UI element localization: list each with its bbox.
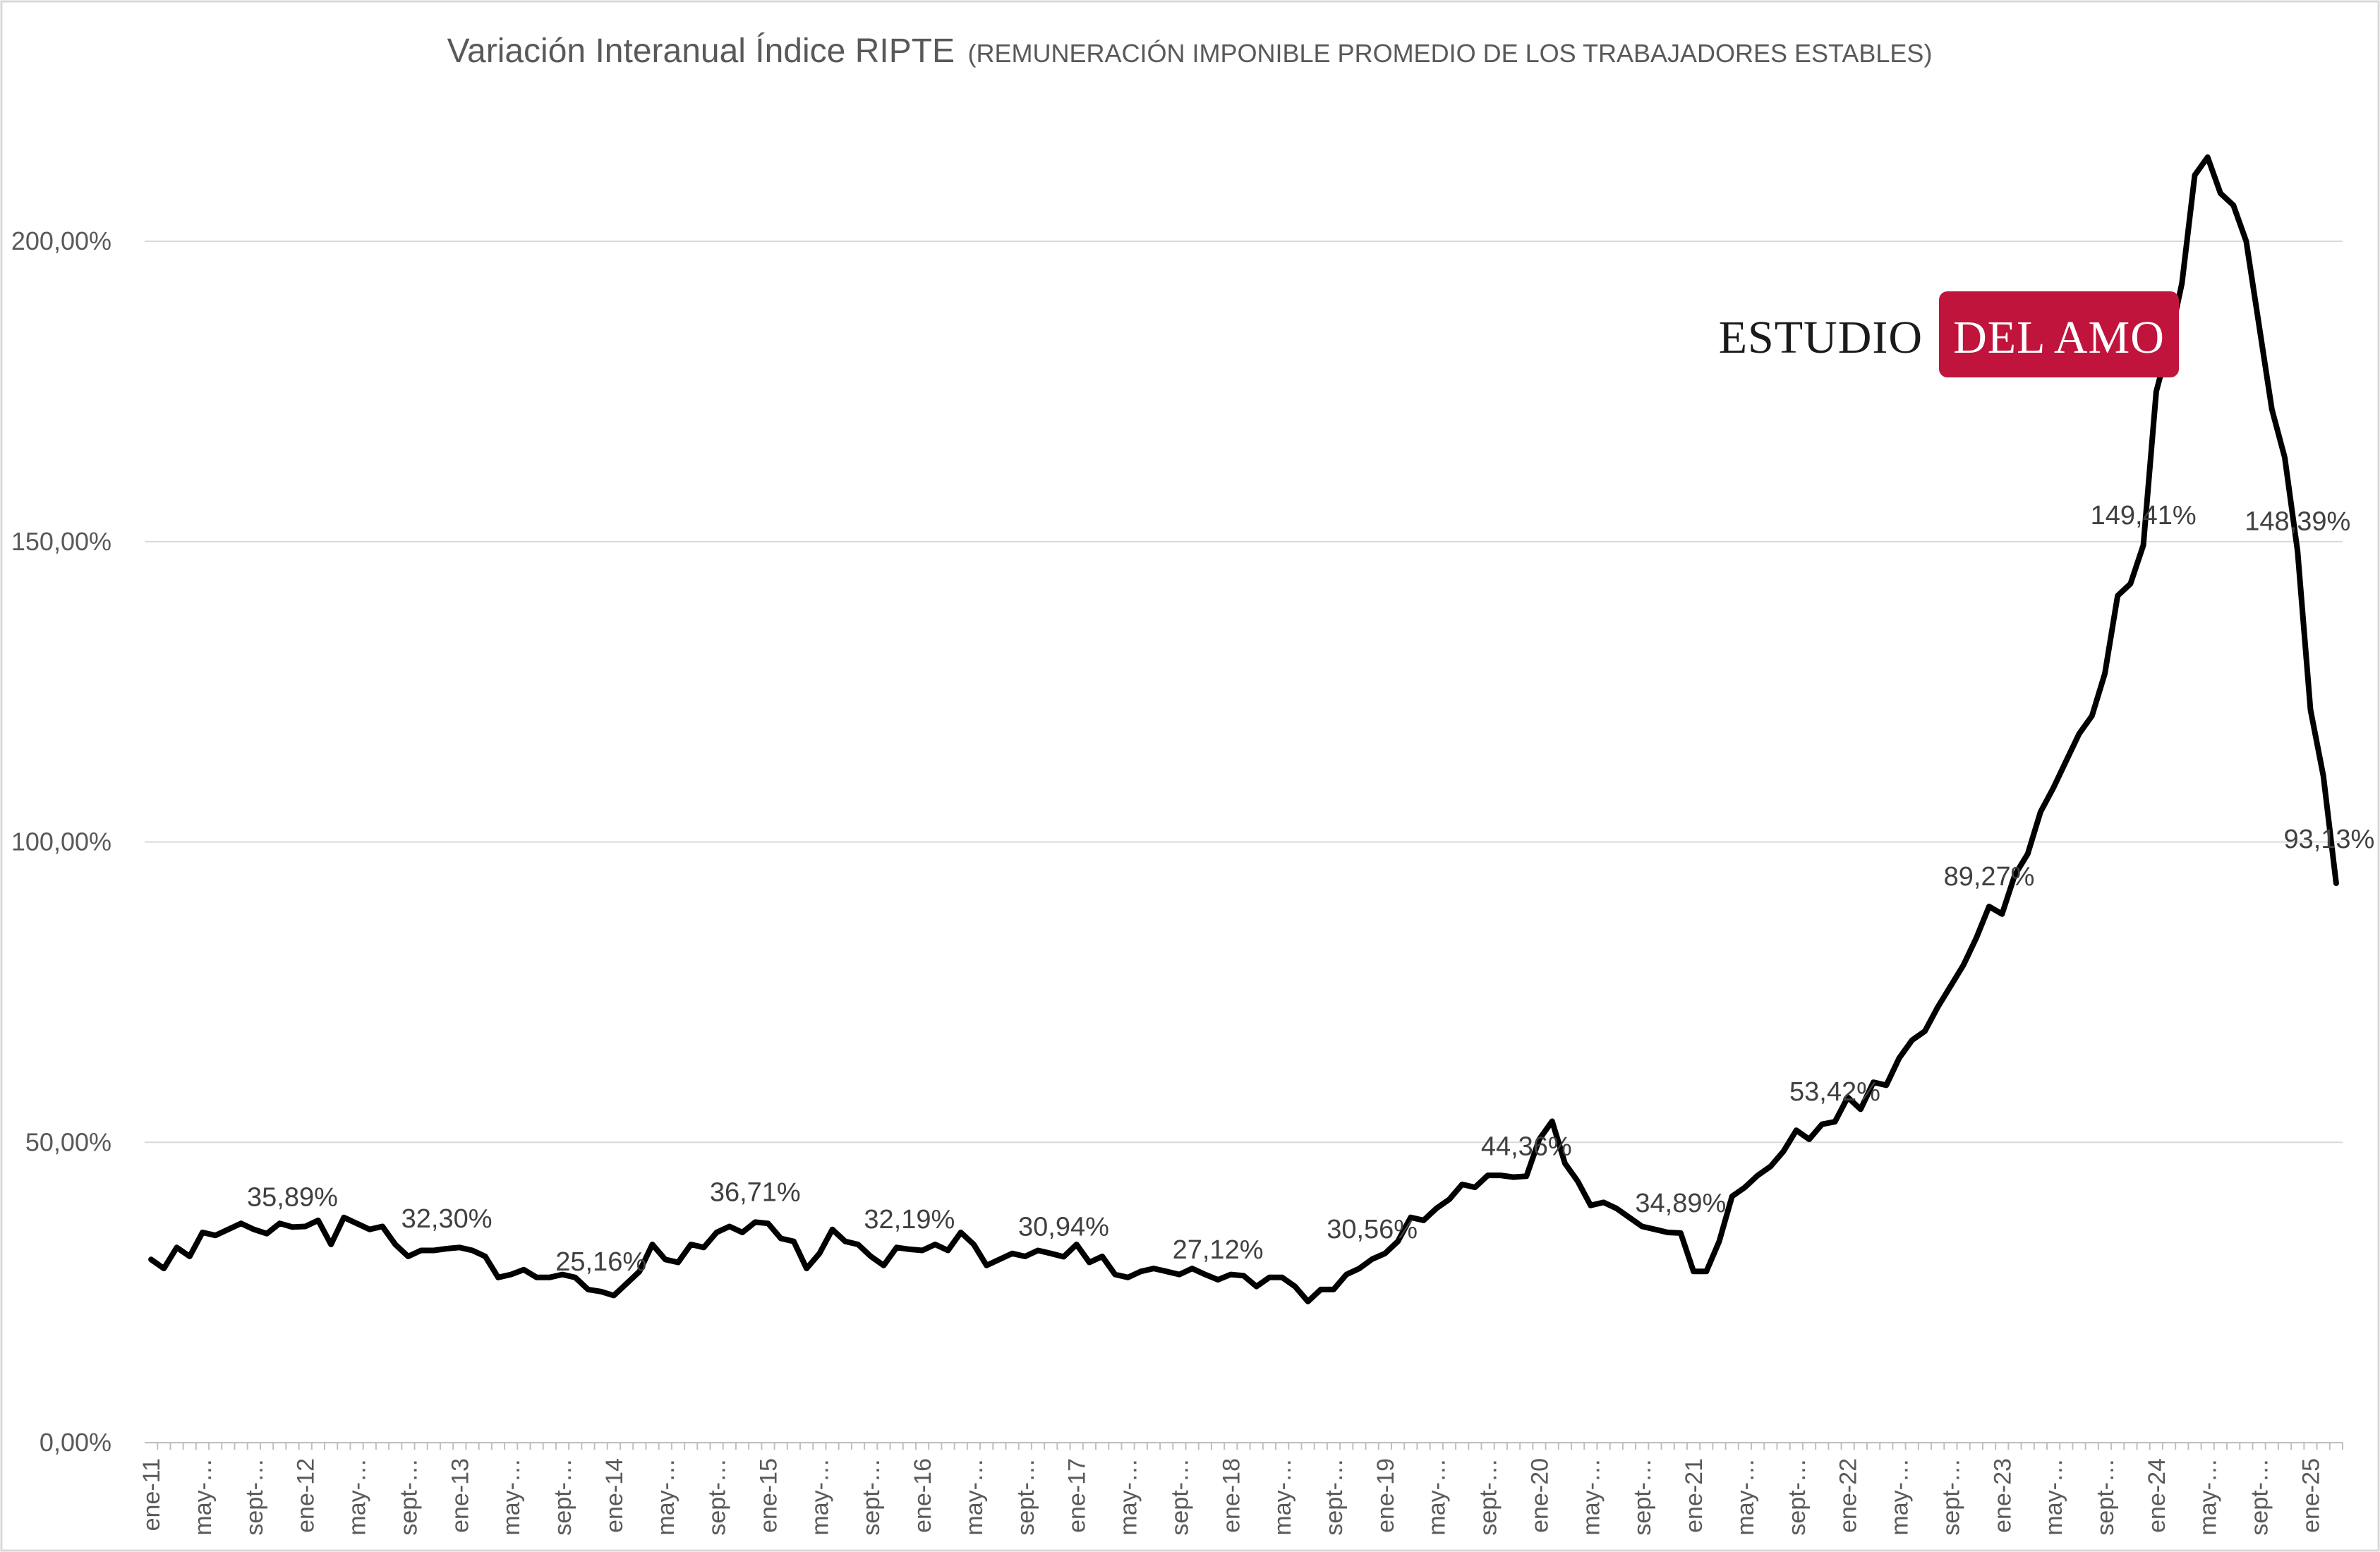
y-tick-label: 200,00% <box>11 226 111 255</box>
data-label: 34,89% <box>1635 1189 1726 1218</box>
data-label: 32,19% <box>864 1205 955 1235</box>
logo-left-text: ESTUDIO <box>1719 312 1923 363</box>
x-tick-label: sept-… <box>1166 1458 1193 1536</box>
data-label: 44,36% <box>1481 1132 1572 1161</box>
x-tick-label: sept-… <box>550 1458 576 1536</box>
y-axis-tick-labels: 0,00% 50,00% 100,00% 150,00% 200,00% <box>11 226 111 1457</box>
x-axis: ene-11 may-… sept-… ene-12 may-… sept-… ene-13… <box>138 1442 2343 1536</box>
logo-accent-box <box>1939 291 2179 377</box>
logo: ESTUDIO DEL AMO <box>1719 291 2179 377</box>
x-tick-label: ene-21 <box>1681 1458 1708 1533</box>
chart-subtitle: (REMUNERACIÓN IMPONIBLE PROMEDIO DE LOS … <box>968 39 1933 68</box>
x-tick-label: ene-20 <box>1526 1458 1553 1533</box>
y-tick-label: 150,00% <box>11 527 111 556</box>
x-tick-label: ene-22 <box>1835 1458 1862 1533</box>
x-tick-label: ene-14 <box>601 1458 628 1533</box>
data-label: 53,42% <box>1789 1077 1880 1107</box>
y-tick-label: 50,00% <box>25 1127 111 1156</box>
x-tick-label: sept-… <box>1475 1458 1502 1536</box>
x-tick-label: may-… <box>961 1458 988 1536</box>
chart-title-line: Variación Interanual Índice RIPTE (REMUN… <box>447 32 1933 70</box>
x-tick-label: may-… <box>190 1458 217 1536</box>
x-tick-label: may-… <box>1732 1458 1759 1536</box>
data-label: 27,12% <box>1173 1235 1264 1265</box>
data-label: 149,41% <box>2091 501 2197 531</box>
x-tick-label: may-… <box>2195 1458 2222 1536</box>
gridlines <box>145 241 2343 1144</box>
x-tick-label: sept-… <box>1784 1458 1811 1536</box>
x-tick-label: ene-13 <box>447 1458 473 1533</box>
x-tick-label: may-… <box>807 1458 833 1536</box>
chart-title: Variación Interanual Índice RIPTE <box>447 32 955 70</box>
x-tick-label: may-… <box>1578 1458 1605 1536</box>
x-tick-label: may-… <box>1269 1458 1296 1536</box>
series-line-layer <box>148 154 2339 1304</box>
x-tick-label: ene-25 <box>2297 1458 2324 1533</box>
data-label: 36,71% <box>710 1177 801 1207</box>
x-tick-label: sept-… <box>704 1458 731 1536</box>
x-tick-label: may-… <box>1116 1458 1142 1536</box>
data-labels: 35,89% 32,30% 25,16% 36,71% 32,19% 30,94% 27,1… <box>247 501 2374 1277</box>
x-tick-label: may-… <box>2041 1458 2067 1536</box>
data-label: 148,39% <box>2245 507 2350 536</box>
data-label: 89,27% <box>1944 862 2035 892</box>
x-tick-label: sept-… <box>2092 1458 2119 1536</box>
x-tick-label: ene-12 <box>293 1458 320 1533</box>
x-tick-label: ene-17 <box>1064 1458 1091 1533</box>
x-tick-label: sept-… <box>2247 1458 2273 1536</box>
x-tick-label: sept-… <box>1938 1458 1964 1536</box>
data-label: 35,89% <box>247 1182 338 1212</box>
x-tick-label: ene-19 <box>1372 1458 1399 1533</box>
x-tick-label: sept-… <box>1629 1458 1656 1536</box>
x-tick-label: may-… <box>653 1458 679 1536</box>
logo-right-text: DEL AMO <box>1953 312 2165 363</box>
x-tick-label: sept-… <box>858 1458 885 1536</box>
data-label: 25,16% <box>555 1247 646 1277</box>
x-tick-label: may-… <box>1887 1458 1914 1536</box>
data-label: 30,94% <box>1018 1213 1109 1242</box>
x-tick-label: ene-23 <box>1989 1458 2016 1533</box>
x-tick-label: may-… <box>344 1458 371 1536</box>
x-tick-label: ene-18 <box>1218 1458 1245 1533</box>
y-tick-label: 0,00% <box>40 1428 111 1457</box>
data-label: 30,56% <box>1327 1215 1418 1244</box>
x-tick-label: ene-16 <box>910 1458 936 1533</box>
series-line <box>148 154 2339 1304</box>
x-tick-label: ene-15 <box>755 1458 782 1533</box>
x-tick-label: sept-… <box>1321 1458 1348 1536</box>
x-tick-label: sept-… <box>241 1458 268 1536</box>
x-tick-label: sept-… <box>1013 1458 1039 1536</box>
x-tick-label: may-… <box>498 1458 525 1536</box>
x-tick-label: ene-11 <box>138 1458 165 1531</box>
y-tick-label: 100,00% <box>11 827 111 856</box>
x-tick-label: sept-… <box>395 1458 422 1536</box>
x-tick-label: ene-24 <box>2144 1458 2170 1533</box>
x-tick-label: may-… <box>1424 1458 1451 1536</box>
data-label: 93,13% <box>2283 825 2374 854</box>
data-label: 32,30% <box>401 1204 493 1234</box>
